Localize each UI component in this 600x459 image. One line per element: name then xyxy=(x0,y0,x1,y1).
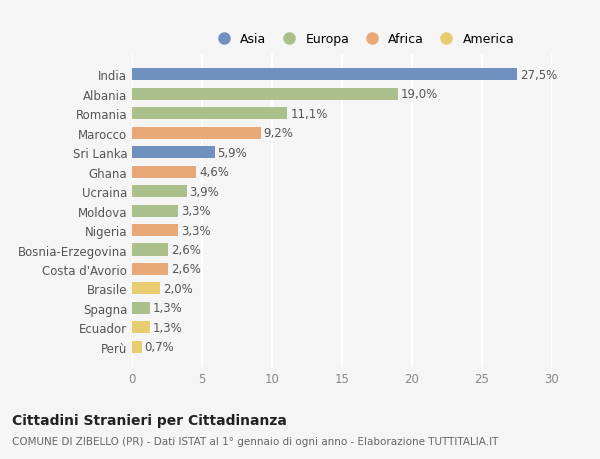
Text: 1,3%: 1,3% xyxy=(153,302,183,315)
Text: 3,9%: 3,9% xyxy=(190,185,219,198)
Text: 2,6%: 2,6% xyxy=(171,263,201,276)
Text: 11,1%: 11,1% xyxy=(290,107,328,121)
Bar xyxy=(132,108,287,120)
Text: 1,3%: 1,3% xyxy=(153,321,183,334)
Bar xyxy=(132,205,178,217)
Text: Cittadini Stranieri per Cittadinanza: Cittadini Stranieri per Cittadinanza xyxy=(12,413,287,427)
Text: 5,9%: 5,9% xyxy=(217,146,247,159)
Bar xyxy=(132,322,150,334)
Bar xyxy=(132,128,261,140)
Text: COMUNE DI ZIBELLO (PR) - Dati ISTAT al 1° gennaio di ogni anno - Elaborazione TU: COMUNE DI ZIBELLO (PR) - Dati ISTAT al 1… xyxy=(12,436,499,446)
Bar xyxy=(132,244,169,256)
Bar xyxy=(132,147,215,159)
Bar xyxy=(132,224,178,236)
Bar xyxy=(132,302,150,314)
Text: 27,5%: 27,5% xyxy=(520,69,557,82)
Bar xyxy=(132,263,169,275)
Bar xyxy=(132,186,187,198)
Text: 19,0%: 19,0% xyxy=(401,88,438,101)
Bar xyxy=(132,166,196,179)
Text: 9,2%: 9,2% xyxy=(263,127,293,140)
Bar xyxy=(132,69,517,81)
Text: 2,0%: 2,0% xyxy=(163,282,193,295)
Legend: Asia, Europa, Africa, America: Asia, Europa, Africa, America xyxy=(212,33,514,46)
Bar xyxy=(132,341,142,353)
Text: 2,6%: 2,6% xyxy=(171,243,201,257)
Text: 4,6%: 4,6% xyxy=(199,166,229,179)
Bar xyxy=(132,89,398,101)
Text: 3,3%: 3,3% xyxy=(181,205,211,218)
Bar xyxy=(132,283,160,295)
Text: 3,3%: 3,3% xyxy=(181,224,211,237)
Text: 0,7%: 0,7% xyxy=(145,341,175,353)
